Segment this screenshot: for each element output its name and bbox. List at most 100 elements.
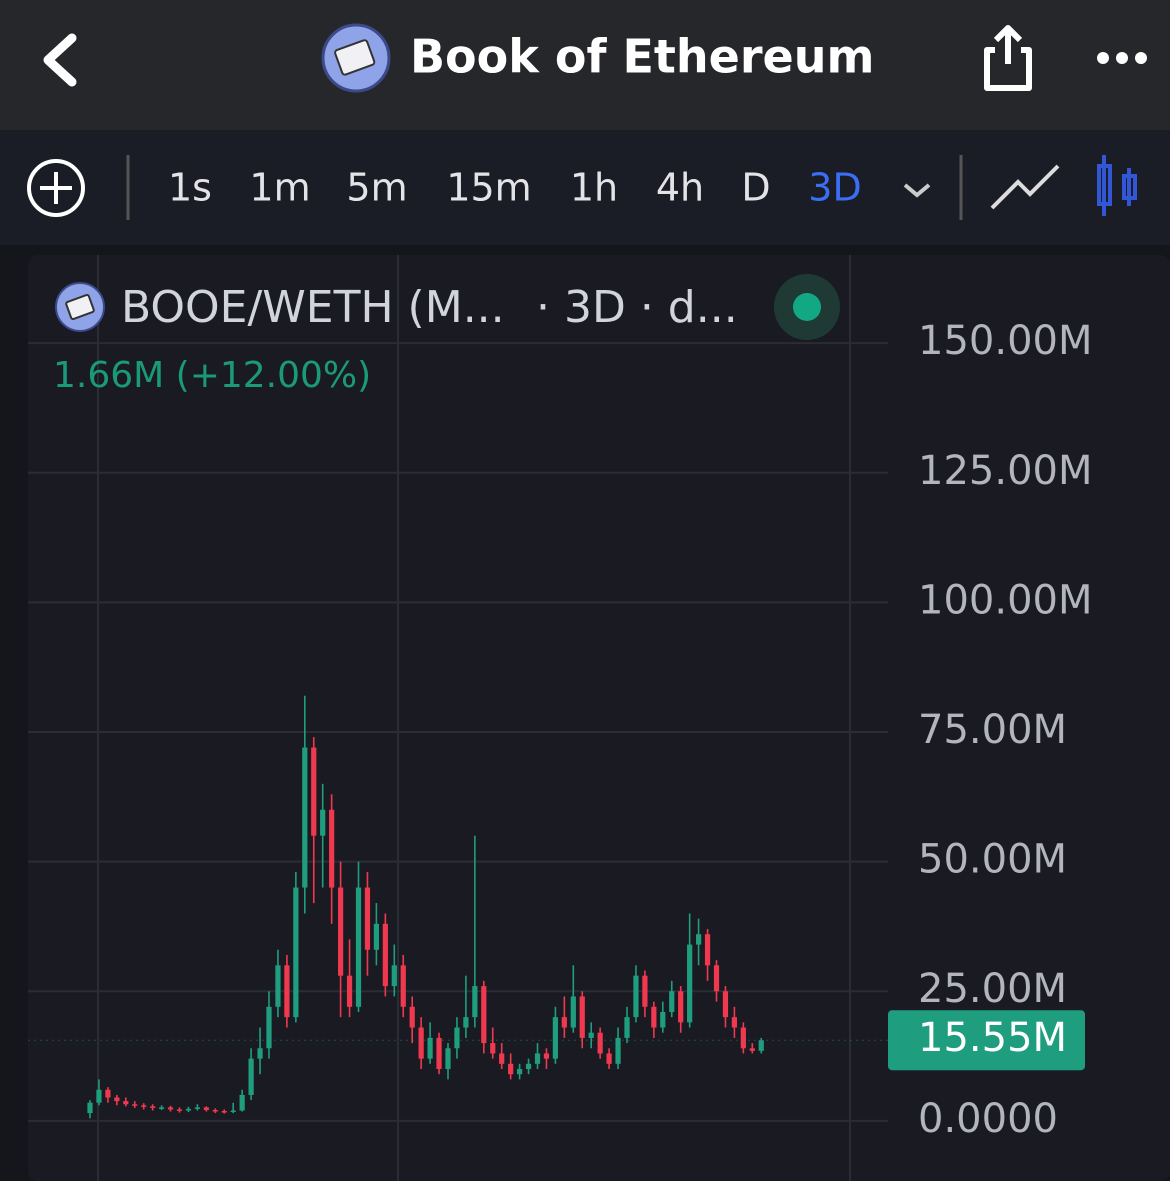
top-bar [0, 0, 1170, 130]
candle-body [185, 1108, 192, 1111]
last-price-tag [888, 1010, 1085, 1071]
interval-button[interactable]: 1s [168, 166, 212, 210]
time-grid [97, 255, 851, 1181]
y-tick-label: 75.00M [918, 707, 1067, 753]
y-tick-label: 0.0000 [918, 1096, 1058, 1142]
candle-body [615, 1037, 621, 1064]
interval-button[interactable]: 1h [570, 166, 618, 210]
candle-body [534, 1053, 541, 1064]
candle-body [499, 1053, 505, 1064]
pair-label: BOOE/WETH (M... [121, 282, 505, 333]
candle-body [203, 1107, 209, 1110]
candle-body [284, 965, 290, 1018]
candle-body [364, 887, 371, 950]
candle-body [373, 923, 379, 950]
candle-body [722, 991, 729, 1018]
candle-body [355, 887, 362, 1007]
candle-body [633, 975, 639, 1018]
candle-body [302, 747, 308, 888]
y-tick-label: 50.00M [918, 837, 1067, 883]
candle-body [167, 1107, 174, 1110]
y-tick-label: 100.00M [918, 577, 1092, 623]
candle-body [687, 944, 693, 1023]
candle-body [454, 1027, 460, 1049]
candle-body [472, 986, 478, 1018]
candle-body [275, 965, 281, 1007]
spacer [0, 245, 1170, 255]
price-change: 1.66M (+12.00%) [53, 355, 371, 396]
y-tick-label: 125.00M [918, 448, 1092, 494]
candle-body [105, 1089, 111, 1098]
line-chart-button[interactable] [990, 164, 1060, 210]
interval-button[interactable]: 1m [249, 166, 310, 210]
candle-body [221, 1111, 227, 1113]
candle-body [651, 1006, 657, 1028]
candle-body [257, 1048, 263, 1059]
candle-body [436, 1037, 442, 1070]
candle-body [669, 991, 675, 1012]
toolbar [0, 130, 1170, 245]
candle-body [418, 1027, 424, 1059]
candle-body [338, 887, 344, 976]
candle-body [311, 747, 317, 836]
candle-body [579, 996, 585, 1038]
interval-button[interactable]: 4h [656, 166, 704, 210]
candle-body [400, 965, 406, 1007]
candle-body [517, 1069, 523, 1075]
candle-body [150, 1106, 156, 1108]
candle-body [248, 1058, 254, 1095]
interval-button[interactable]: 5m [346, 166, 407, 210]
candle-body [597, 1032, 603, 1054]
candle-body [678, 991, 684, 1023]
last-price-label: 15.55M [918, 1015, 1067, 1061]
candle-body [606, 1053, 612, 1064]
candle-body [508, 1063, 514, 1075]
candle-body [346, 975, 353, 1007]
more-button[interactable] [1097, 52, 1147, 64]
candle-body [212, 1109, 218, 1112]
candle-body [740, 1027, 746, 1049]
candle-body [642, 975, 648, 1007]
candle-body [588, 1032, 594, 1038]
candle-body [660, 1011, 666, 1028]
candle-body [561, 1017, 567, 1028]
candle-body [239, 1094, 245, 1111]
share-button[interactable] [984, 25, 1032, 91]
chart-panel [28, 255, 1170, 1181]
status-dot [793, 293, 821, 321]
candle-chart-button[interactable] [1097, 155, 1137, 216]
candle-body [624, 1017, 630, 1038]
interval-button[interactable]: 3D [808, 166, 861, 210]
interval-button[interactable]: 15m [446, 166, 531, 210]
candle-body [427, 1037, 433, 1059]
interval-dropdown[interactable] [903, 183, 931, 198]
candle-body [704, 934, 711, 966]
candle-body [194, 1107, 200, 1109]
candle-body [123, 1101, 129, 1105]
pair-logo [55, 282, 105, 332]
candle-body [230, 1110, 236, 1112]
candle-body [266, 1006, 272, 1049]
candle-body [159, 1107, 165, 1109]
candle-body [391, 965, 397, 987]
candle-body [713, 965, 720, 992]
chart-info: · 3D · d... [536, 282, 738, 333]
candle-body [463, 1017, 469, 1028]
candle-body [570, 996, 576, 1028]
candle-body [481, 986, 487, 1044]
interval-button[interactable]: D [741, 166, 770, 210]
y-tick-label: 25.00M [918, 966, 1067, 1012]
back-button[interactable] [43, 33, 77, 87]
candle-body [293, 887, 299, 1018]
candle-body [320, 809, 326, 836]
candle-body [749, 1048, 755, 1051]
add-indicator-button[interactable] [27, 159, 85, 217]
candle-body [490, 1043, 496, 1054]
candle-body [696, 934, 702, 945]
candle-body [543, 1053, 550, 1059]
candle-body [409, 1006, 415, 1028]
page-title: Book of Ethereum [410, 30, 874, 84]
candle-body [329, 809, 335, 888]
